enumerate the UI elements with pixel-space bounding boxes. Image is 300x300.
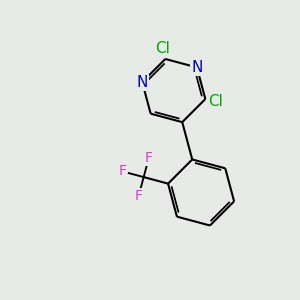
Text: F: F xyxy=(118,164,126,178)
Text: Cl: Cl xyxy=(208,94,223,109)
Text: F: F xyxy=(134,189,142,203)
Text: N: N xyxy=(191,60,202,75)
Text: Cl: Cl xyxy=(155,41,170,56)
Text: N: N xyxy=(136,75,148,90)
Text: F: F xyxy=(145,151,153,165)
